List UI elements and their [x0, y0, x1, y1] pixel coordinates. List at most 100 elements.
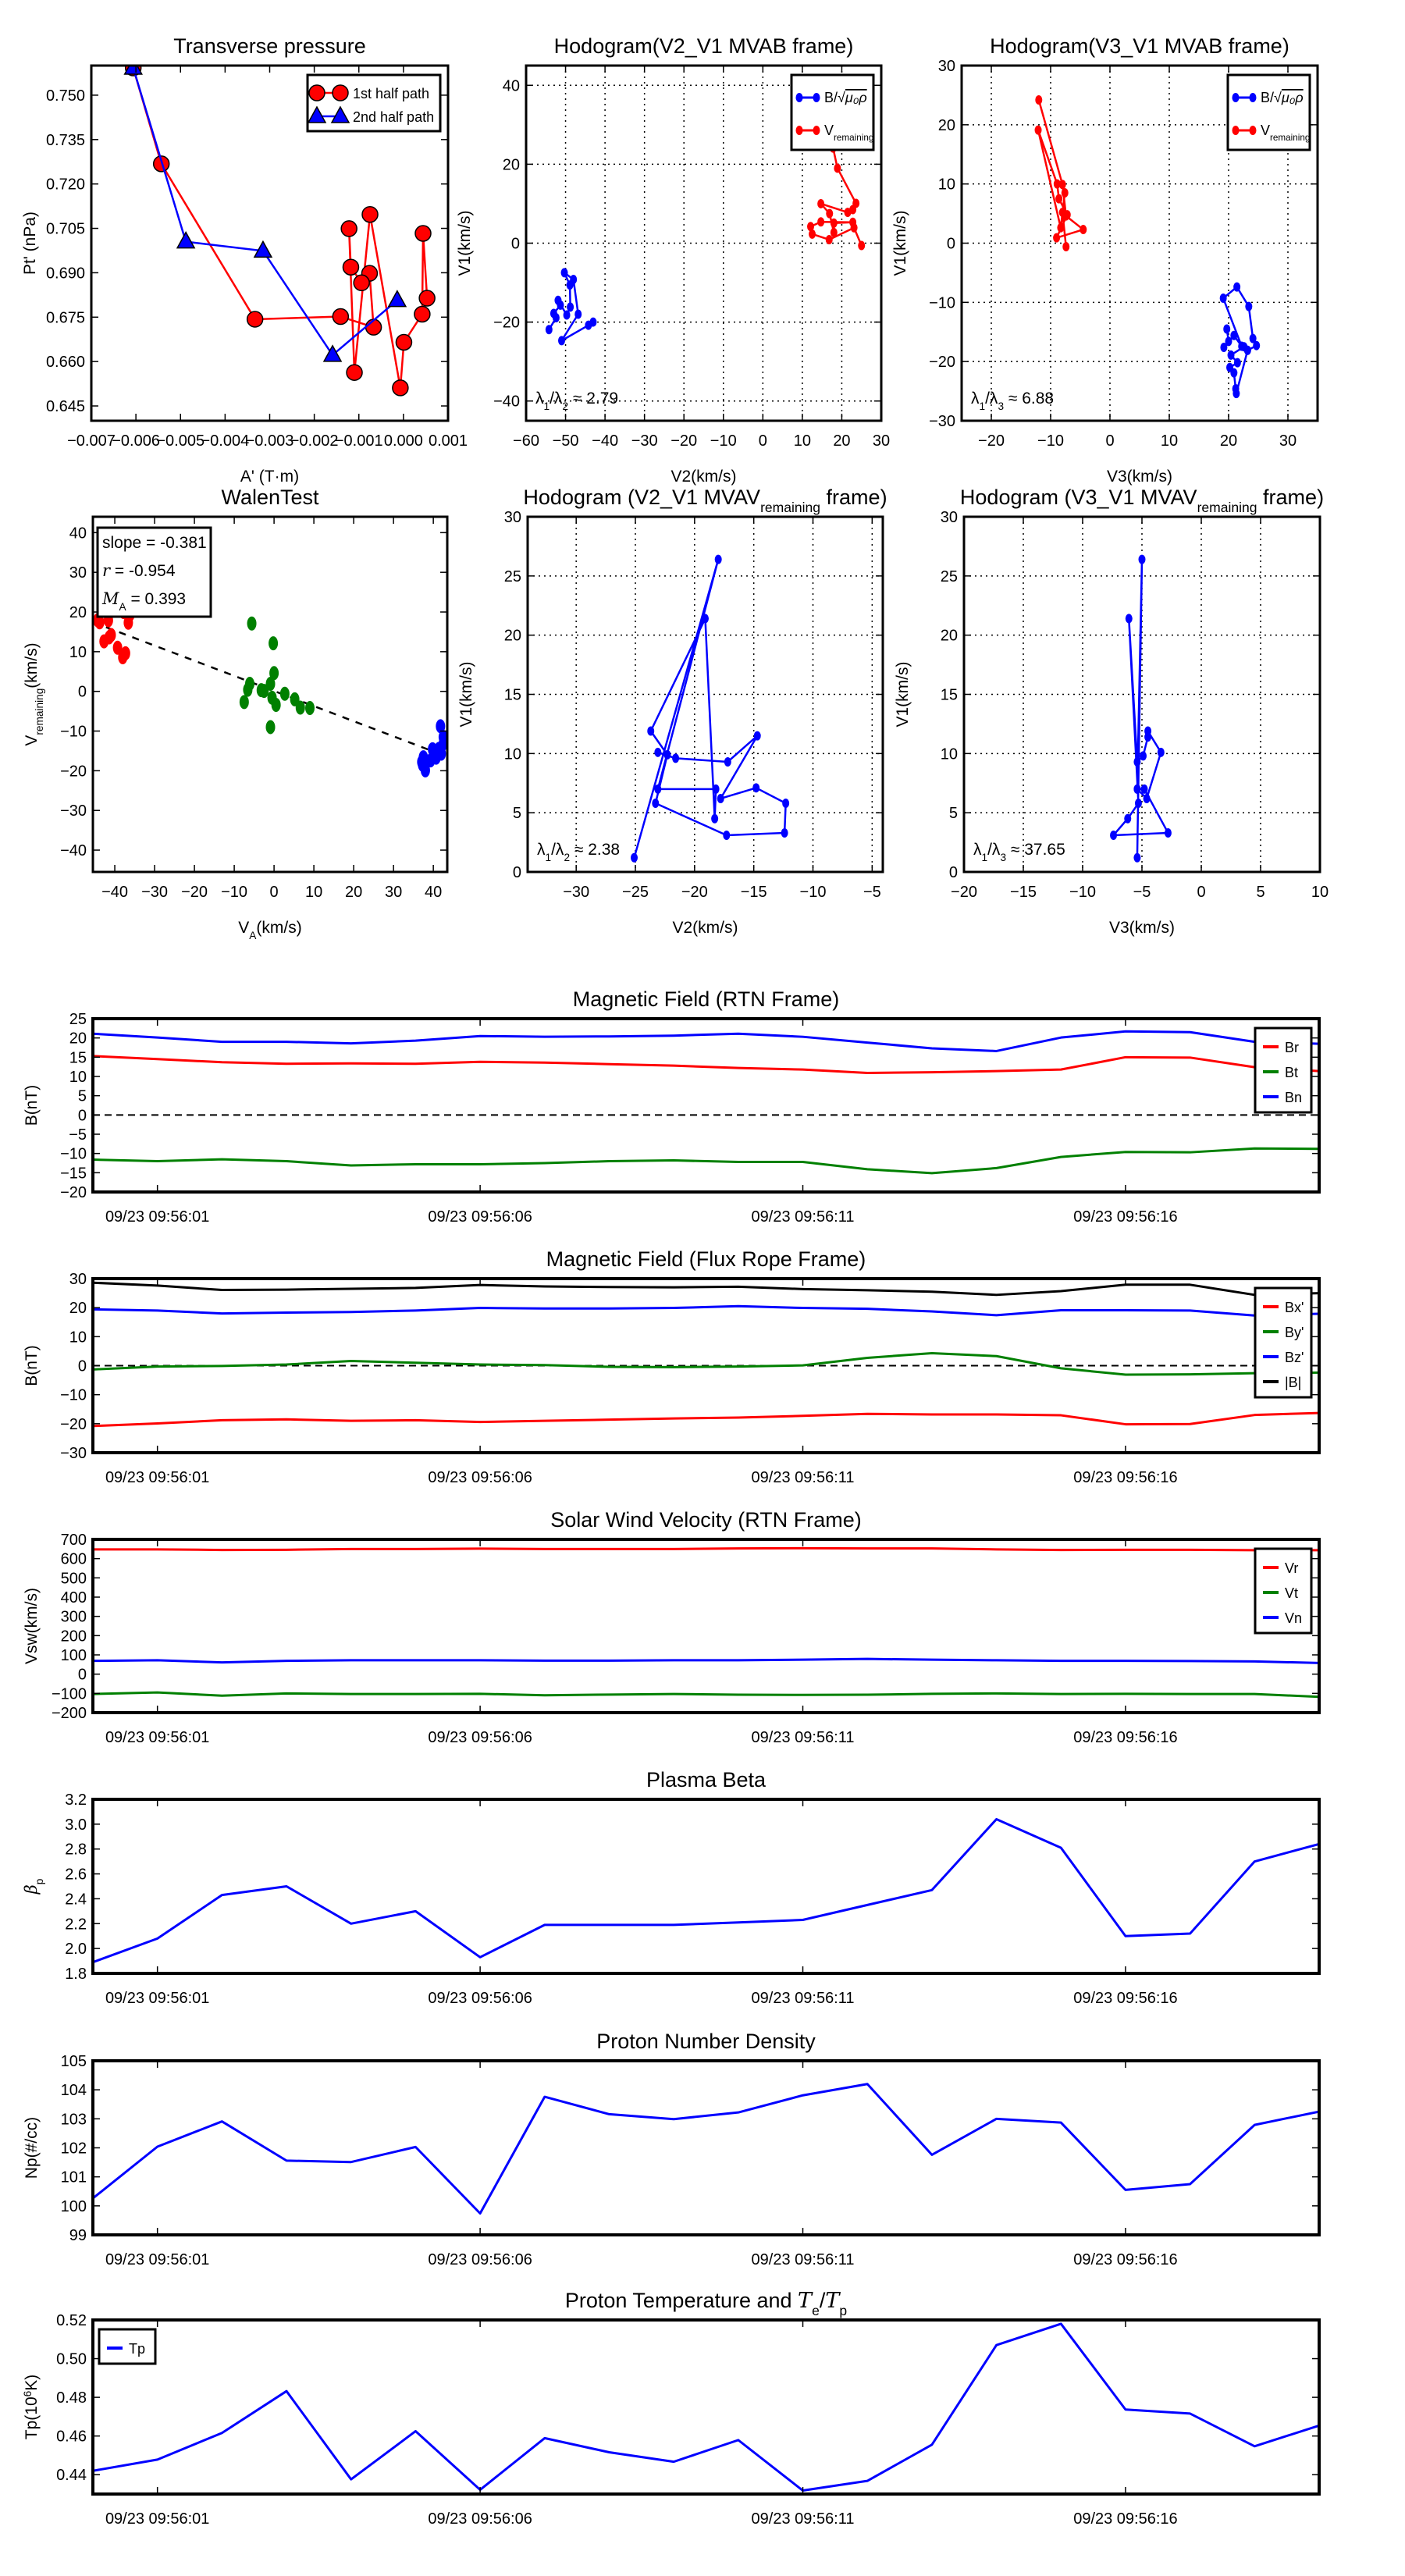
plot-area — [93, 2083, 1319, 2215]
y-tick-label: 105 — [61, 2053, 87, 2070]
eigenvalue-ratio-annotation-part: λ — [537, 841, 546, 859]
x-tick-label: −0.001 — [335, 432, 383, 450]
series-line — [93, 1281, 1319, 1297]
y-tick-label: 100 — [61, 2198, 87, 2215]
y-tick-label: 5 — [78, 1088, 87, 1105]
data-point — [332, 308, 350, 326]
textbox-line-part: A — [119, 601, 127, 613]
data-point — [279, 686, 290, 701]
data-point — [340, 220, 357, 237]
y-tick-label: 0 — [513, 864, 521, 881]
legend-entry: 2nd half path — [307, 105, 434, 125]
legend-label-part: remaining — [1270, 133, 1310, 143]
data-point — [1225, 336, 1232, 347]
y-axis-label-part: Tp(10 — [23, 2396, 41, 2439]
data-point — [392, 379, 409, 397]
legend-marker — [1232, 93, 1240, 102]
y-tick-label: 30 — [69, 564, 87, 582]
chart-magnetic-field-rtn: 09/23 09:56:01 09/23 09:56:06 09/23 09:56:… — [23, 987, 1321, 1226]
x-tick-label: 10 — [1311, 884, 1329, 901]
data-point — [1133, 852, 1141, 863]
chart-title-part: remaining — [1197, 500, 1257, 515]
chart-magnetic-field-flux-rope: 09/23 09:56:01 09/23 09:56:06 09/23 09:56:… — [23, 1247, 1321, 1486]
x-tick-label: −20 — [670, 432, 697, 450]
eigenvalue-ratio-annotation: λ1/λ2 ≈ 2.38 — [537, 841, 620, 863]
series-Bx' — [93, 1411, 1319, 1428]
data-point — [269, 666, 279, 681]
data-point — [395, 333, 413, 351]
x-tick-label: −10 — [1069, 884, 1096, 901]
data-point — [825, 234, 833, 244]
legend-label-part: V — [1261, 123, 1270, 138]
legend-label: Vt — [1285, 1585, 1298, 1601]
y-tick-label: 2.4 — [65, 1891, 87, 1908]
x-tick-label: 09/23 09:56:01 — [105, 1729, 209, 1746]
legend-entry: B/√μ₀ρ — [1232, 90, 1304, 105]
data-point — [858, 240, 866, 251]
x-tick-label: −30 — [631, 432, 658, 450]
data-point — [834, 163, 841, 173]
plot-area — [962, 66, 1318, 421]
data-point — [1253, 340, 1261, 350]
y-tick-label: −5 — [69, 1126, 87, 1144]
eigenvalue-ratio-annotation-part: 2 — [564, 852, 570, 863]
data-point — [322, 344, 343, 362]
plot-area — [93, 1030, 1319, 1175]
y-tick-label: 101 — [61, 2169, 87, 2186]
y-tick-label: 2.6 — [65, 1866, 87, 1884]
x-tick-label: −10 — [221, 884, 247, 901]
x-tick-label: 09/23 09:56:16 — [1073, 2510, 1177, 2528]
x-tick-label: −20 — [181, 884, 208, 901]
data-point — [1058, 208, 1066, 218]
data-point — [809, 229, 816, 239]
textbox-line: MA = 0.393 — [101, 589, 186, 613]
series-line — [93, 1657, 1319, 1664]
legend-entry: Tp — [107, 2341, 145, 2357]
chart-transverse-pressure: −0.007−0.006−0.005−0.004−0.003−0.002−0.0… — [21, 34, 468, 486]
y-tick-label: 0.735 — [46, 132, 85, 149]
x-tick-label: −0.005 — [156, 432, 205, 450]
series-0 — [631, 554, 790, 863]
y-tick-label: −20 — [60, 1184, 87, 1201]
chart-title: Hodogram(V2_V1 MVAB frame) — [554, 34, 854, 58]
x-tick-label: 20 — [1220, 432, 1237, 450]
x-tick-label: 09/23 09:56:01 — [105, 1469, 209, 1486]
series-line — [93, 1546, 1319, 1552]
y-tick-label: 2.8 — [65, 1841, 87, 1859]
data-point — [99, 634, 109, 649]
y-tick-label: 500 — [61, 1570, 87, 1587]
textbox-line-part: M — [101, 589, 119, 608]
eigenvalue-ratio-annotation-part: 1 — [982, 852, 988, 863]
y-axis-label: V1(km/s) — [456, 211, 474, 276]
data-point — [672, 753, 680, 763]
y-tick-label: 200 — [61, 1628, 87, 1645]
data-point — [545, 325, 553, 335]
data-point — [567, 302, 574, 312]
y-tick-label: 1.8 — [65, 1966, 87, 1983]
data-point — [353, 274, 370, 292]
data-point — [1227, 350, 1235, 360]
series-0 — [1219, 282, 1261, 399]
x-tick-label: 09/23 09:56:16 — [1073, 1729, 1177, 1746]
y-tick-label: 5 — [949, 805, 958, 822]
y-axis-label-part: (km/s) — [23, 642, 41, 688]
chart-hodogram-v2-v1-mvab: −60 −50 −40 −30 −20 −10 0 10 20 30 −40 −20 0 20 40 Hodo… — [456, 34, 890, 486]
x-axis-label: A' (T·m) — [240, 468, 299, 486]
chart-title-part: T — [798, 2289, 813, 2313]
x-axis-label: V2(km/s) — [673, 919, 738, 937]
y-tick-label: 99 — [69, 2227, 87, 2244]
y-tick-label: 100 — [61, 1647, 87, 1664]
legend: B/√μ₀ρ Vremaining — [790, 73, 875, 151]
y-axis-label-part: K) — [23, 2375, 41, 2391]
x-tick-label: −0.003 — [246, 432, 294, 450]
y-tick-label: 10 — [69, 644, 87, 661]
data-point — [94, 615, 105, 630]
data-point — [1140, 784, 1148, 794]
data-point — [1080, 225, 1087, 235]
series-Vn — [93, 1657, 1319, 1664]
legend-label: Bz' — [1285, 1350, 1304, 1365]
data-point — [246, 311, 264, 328]
x-tick-label: 09/23 09:56:11 — [752, 1729, 855, 1746]
x-tick-label: 0 — [759, 432, 767, 450]
